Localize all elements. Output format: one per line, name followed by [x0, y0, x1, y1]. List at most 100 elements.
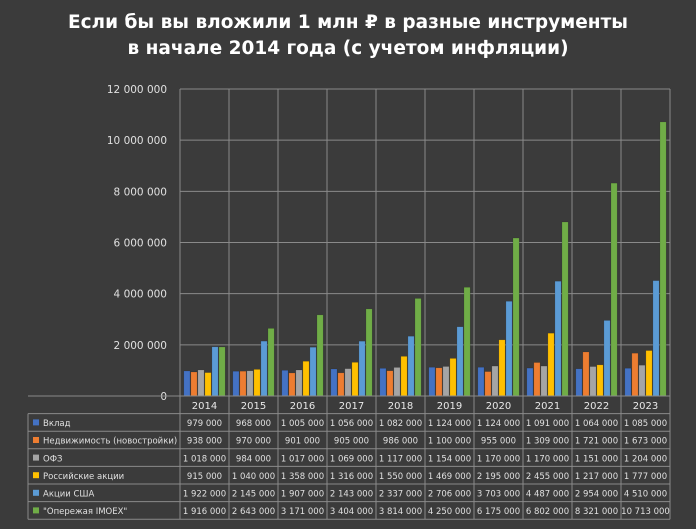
bar	[309, 346, 317, 397]
bar	[281, 370, 289, 397]
data-table-value: 4 510 000	[624, 490, 667, 500]
legend-key	[33, 454, 39, 461]
bar	[589, 366, 597, 397]
bar	[477, 366, 485, 397]
y-tick-label: 10 000 000	[107, 135, 167, 147]
bar	[498, 339, 506, 397]
data-table-value: 1 309 000	[526, 437, 569, 447]
bar	[631, 352, 639, 397]
x-tick-label: 2021	[535, 401, 560, 412]
legend-label: Вклад	[43, 419, 71, 429]
data-table-value: 915 000	[187, 472, 222, 482]
data-table-value: 970 000	[236, 437, 271, 447]
data-table-value: 1 358 000	[281, 472, 324, 482]
data-table-value: 1 056 000	[330, 419, 373, 429]
legend-key	[33, 472, 39, 479]
bar	[575, 368, 583, 397]
legend-key	[33, 507, 39, 514]
data-table-value: 1 082 000	[379, 419, 422, 429]
data-table-value: 3 814 000	[379, 507, 422, 517]
legend-label: "Опережая IMOEX"	[43, 507, 127, 517]
data-table-value: 1 217 000	[575, 472, 618, 482]
bar	[358, 340, 366, 397]
x-tick-label: 2015	[241, 401, 266, 412]
bar	[351, 362, 359, 397]
data-table-value: 1 124 000	[428, 419, 471, 429]
data-table-value: 986 000	[383, 437, 418, 447]
x-tick-label: 2014	[192, 401, 217, 412]
data-table-value: 3 171 000	[281, 507, 324, 517]
y-tick-label: 4 000 000	[114, 289, 167, 301]
data-table-value: 3 404 000	[330, 507, 373, 517]
data-table-value: 938 000	[187, 437, 222, 447]
bar	[260, 340, 268, 397]
legend-label: Недвижимость (новостройки)	[43, 437, 177, 447]
bar	[393, 367, 401, 397]
bar	[337, 372, 345, 397]
legend-label: ОФЗ	[43, 454, 62, 464]
bar	[267, 328, 275, 397]
legend-key	[33, 419, 39, 426]
data-table-value: 1 922 000	[183, 490, 226, 500]
data-table-value: 2 337 000	[379, 490, 422, 500]
bar	[435, 367, 443, 397]
bar	[491, 365, 499, 397]
bar	[659, 121, 667, 397]
data-table-value: 8 321 000	[575, 507, 618, 517]
bar	[365, 308, 373, 397]
data-table-value: 1 040 000	[232, 472, 275, 482]
y-tick-label: 6 000 000	[114, 238, 167, 250]
data-table-value: 1 721 000	[575, 437, 618, 447]
bar	[533, 362, 541, 397]
bar	[288, 372, 296, 397]
bar	[540, 365, 548, 397]
legend-label: Российские акции	[43, 472, 124, 482]
bar	[547, 332, 555, 397]
bar	[414, 298, 422, 397]
data-table-value: 901 000	[285, 437, 320, 447]
bar	[379, 368, 387, 397]
bar	[211, 346, 219, 397]
bar	[442, 366, 450, 397]
data-table-value: 1 017 000	[281, 454, 324, 464]
bar	[645, 350, 653, 397]
bar	[400, 356, 408, 397]
chart-title-line-2: в начале 2014 года (с учетом инфляции)	[127, 38, 569, 59]
data-table-value: 979 000	[187, 419, 222, 429]
bar	[190, 371, 198, 397]
data-table-value: 955 000	[481, 437, 516, 447]
x-tick-label: 2022	[584, 401, 609, 412]
data-table-value: 968 000	[236, 419, 271, 429]
data-table-value: 1 170 000	[526, 454, 569, 464]
bar	[239, 370, 247, 397]
data-table-value: 1 064 000	[575, 419, 618, 429]
data-table-value: 1 316 000	[330, 472, 373, 482]
data-table-value: 1 154 000	[428, 454, 471, 464]
data-table-value: 2 455 000	[526, 472, 569, 482]
data-table-value: 1 907 000	[281, 490, 324, 500]
y-tick-label: 8 000 000	[114, 186, 167, 198]
data-table-value: 4 250 000	[428, 507, 471, 517]
bar	[596, 364, 604, 397]
bar	[652, 280, 660, 397]
data-table-value: 2 195 000	[477, 472, 520, 482]
bar	[386, 370, 394, 397]
bar	[456, 326, 464, 397]
x-tick-label: 2020	[486, 401, 511, 412]
x-tick-label: 2018	[388, 401, 413, 412]
bar	[484, 371, 492, 397]
y-tick-label: 0	[160, 391, 167, 403]
data-table-value: 1 204 000	[624, 454, 667, 464]
data-table-value: 2 706 000	[428, 490, 471, 500]
data-table-value: 6 175 000	[477, 507, 520, 517]
data-table-value: 2 954 000	[575, 490, 618, 500]
bar	[512, 237, 520, 397]
bar	[407, 335, 415, 397]
data-table-value: 1 005 000	[281, 419, 324, 429]
y-tick-label: 12 000 000	[107, 84, 167, 96]
data-table-value: 1 673 000	[624, 437, 667, 447]
bar	[638, 364, 646, 397]
bar	[183, 370, 191, 397]
bar	[218, 346, 226, 397]
